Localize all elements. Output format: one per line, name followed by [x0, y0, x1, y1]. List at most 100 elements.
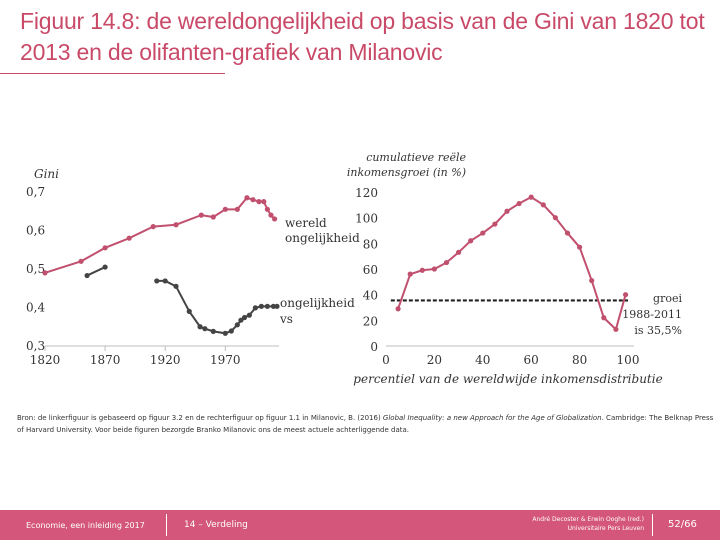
data-point: [552, 215, 559, 221]
data-point: [431, 266, 437, 272]
data-point: [268, 212, 274, 218]
data-point: [622, 292, 629, 298]
title-underline: [0, 73, 225, 74]
data-point: [126, 235, 132, 241]
source-book-title: Global Inequality: a new Approach for th…: [382, 414, 602, 422]
data-point: [516, 200, 522, 207]
data-point: [173, 283, 179, 289]
reference-label: is 35,5%: [634, 324, 682, 337]
data-point: [154, 278, 160, 284]
y-tick-label: 40: [363, 289, 378, 303]
data-point: [210, 328, 216, 334]
data-point: [589, 277, 595, 284]
y-axis-label: Gini: [34, 167, 59, 181]
data-point: [528, 194, 534, 200]
data-point: [150, 224, 156, 230]
x-tick-label: 40: [475, 353, 490, 367]
footer-authors: André Decoster & Erwin Ooghe (red.) Univ…: [490, 515, 644, 533]
data-point: [456, 249, 462, 255]
data-point: [264, 303, 270, 309]
data-point: [577, 244, 583, 250]
data-point: [443, 259, 450, 266]
source-prefix: Bron: de linkerfiguur is gebaseerd op fi…: [17, 414, 383, 422]
page-number: 52/66: [668, 519, 697, 530]
footer-bar: Economie, een inleiding 2017 14 – Verdel…: [0, 510, 720, 540]
y-tick-label: 80: [363, 237, 378, 251]
data-point: [186, 308, 192, 314]
data-point: [564, 230, 571, 236]
y-tick-label: 60: [363, 263, 378, 277]
x-tick-label: 0: [382, 353, 390, 367]
x-tick-label: 1870: [90, 353, 121, 367]
footer-authors-line2: Universitaire Pers Leuven: [567, 525, 644, 532]
data-point: [78, 258, 84, 264]
series-label-world: ongelijkheid: [285, 231, 360, 245]
y-tick-label: 120: [355, 186, 378, 200]
x-tick-label: 1920: [150, 353, 181, 367]
data-point: [198, 212, 204, 218]
data-point: [613, 326, 619, 332]
data-point: [42, 270, 48, 276]
y-tick-label: 0,5: [26, 262, 45, 276]
data-point: [228, 328, 234, 334]
series-line: [397, 195, 627, 332]
y-tick-label: 20: [363, 314, 378, 328]
source-note: Bron: de linkerfiguur is gebaseerd op fi…: [17, 412, 717, 436]
reference-label: groei: [653, 292, 682, 305]
data-point: [271, 216, 278, 222]
data-point: [601, 315, 607, 321]
data-point: [238, 317, 244, 323]
data-point: [504, 208, 510, 214]
y-axis-label: inkomensgroei (in %): [347, 166, 466, 179]
gini-chart: 1820 1870 1920 1970 0,3 0,4 0,5 0,6 0,7 Gini werel…: [26, 167, 360, 367]
x-tick-label: 60: [524, 353, 539, 367]
footer-chapter: 14 – Verdeling: [184, 520, 248, 530]
data-point: [234, 322, 240, 328]
data-point: [395, 306, 401, 312]
x-tick-label: 100: [617, 353, 640, 367]
x-tick-label: 80: [572, 353, 587, 367]
data-point: [222, 330, 228, 336]
y-tick-label: 0,3: [26, 339, 45, 353]
y-tick-label: 0,7: [26, 185, 45, 199]
footer-divider: [652, 514, 653, 536]
x-tick-label: 1970: [210, 353, 241, 367]
data-point: [264, 206, 270, 212]
data-point: [492, 221, 498, 227]
y-tick-label: 0: [370, 340, 378, 354]
data-point: [270, 303, 276, 309]
data-point: [261, 199, 267, 205]
data-point: [222, 206, 228, 212]
y-axis-label: cumulatieve reële: [366, 151, 466, 164]
series-label-within: vs: [279, 312, 293, 326]
data-point: [210, 214, 216, 220]
footer-book: Economie, een inleiding 2017: [26, 521, 145, 530]
data-point: [234, 206, 240, 212]
source-suffix: . Cambridge: The Belknap Press of Harvar…: [17, 414, 714, 434]
data-point: [197, 324, 203, 330]
elephant-chart: 0 20 40 60 80 100 0 20 40 60 80 100 120 cumulatieve r…: [347, 151, 683, 386]
data-point: [256, 199, 262, 205]
data-point: [244, 195, 250, 201]
data-point: [102, 264, 108, 270]
y-tick-label: 0,4: [26, 301, 45, 315]
series-label-within: ongelijkheid: [280, 296, 355, 310]
reference-label: 1988-2011: [622, 308, 682, 321]
data-point: [540, 202, 546, 208]
data-point: [468, 238, 474, 244]
x-axis-label: percentiel van de wereldwijde inkomensdi…: [353, 372, 662, 386]
data-point: [480, 230, 486, 236]
slide-title: Figuur 14.8: de wereldongelijkheid op ba…: [20, 8, 705, 65]
data-point: [258, 303, 264, 309]
y-tick-label: 100: [355, 212, 378, 226]
x-tick-label: 20: [427, 353, 442, 367]
data-point: [274, 303, 280, 309]
x-tick-label: 1820: [30, 353, 61, 367]
footer-divider: [166, 514, 167, 536]
data-point: [173, 222, 179, 228]
data-point: [250, 197, 256, 203]
data-point: [241, 314, 248, 321]
y-tick-label: 0,6: [26, 224, 45, 238]
series-label-world: wereld: [285, 216, 327, 230]
